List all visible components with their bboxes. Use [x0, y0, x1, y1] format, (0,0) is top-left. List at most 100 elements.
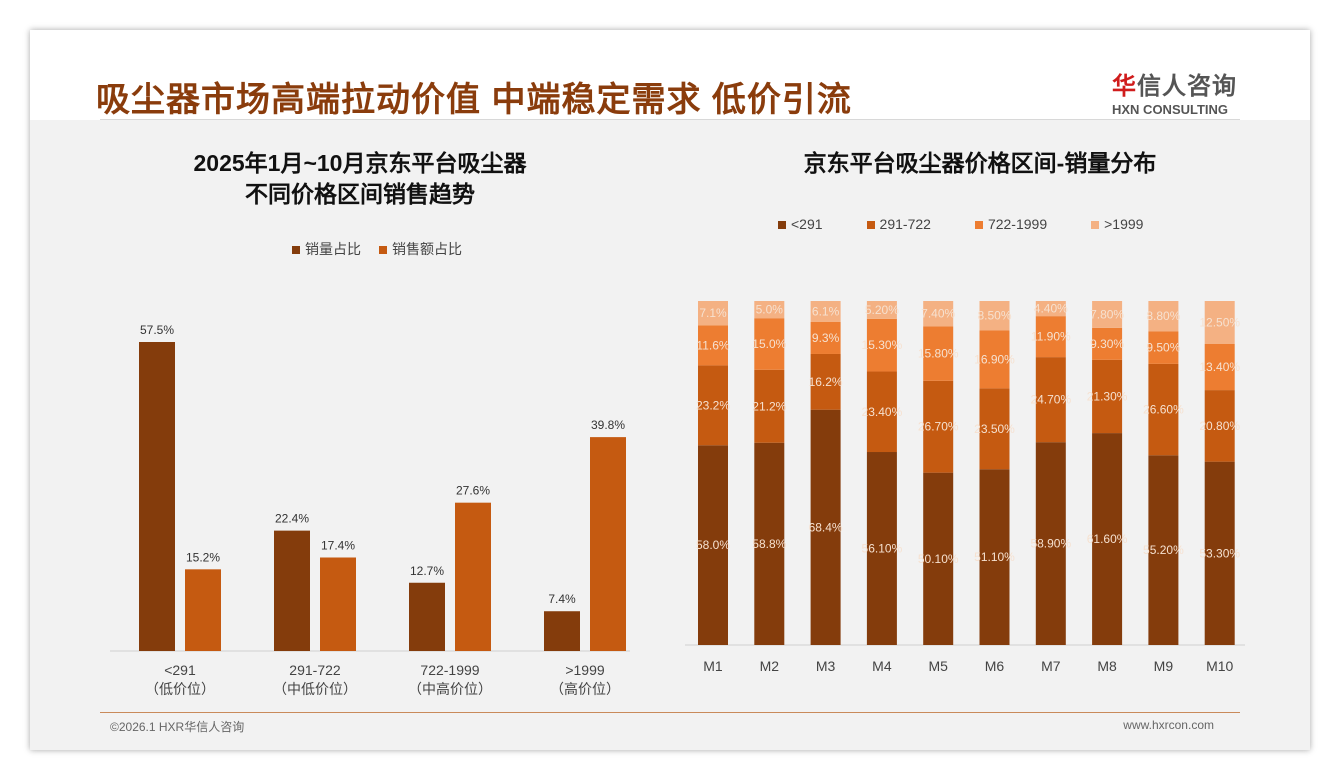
x-tick-label: <291 [164, 662, 196, 678]
data-label: 56.10% [862, 542, 903, 556]
bar-销售额占比 [590, 437, 626, 651]
x-tick-label: 722-1999 [420, 662, 479, 678]
stack-segment-722-1999 [923, 326, 954, 381]
legend-swatch [974, 221, 983, 229]
stack-segment-<291 [810, 409, 841, 645]
left-chart-title: 2025年1月~10月京东平台吸尘器 不同价格区间销售趋势 [140, 148, 580, 210]
stack-segment-722-1999 [698, 325, 728, 366]
right-chart-title: 京东平台吸尘器价格区间-销量分布 [803, 150, 1157, 176]
footer-divider [100, 712, 1240, 713]
data-label: 8.50% [977, 309, 1011, 323]
x-tick-label: M5 [928, 658, 948, 674]
legend-label: 销量占比 [305, 241, 361, 257]
stack-segment->1999 [1204, 301, 1235, 344]
data-label: 15.2% [186, 550, 220, 564]
x-tick-label: M10 [1206, 658, 1233, 674]
slide: 吸尘器市场高端拉动价值 中端稳定需求 低价引流 华信人咨询 HXN CONSUL… [30, 30, 1310, 750]
x-tick-label: M7 [1041, 658, 1061, 674]
data-label: 23.50% [974, 422, 1015, 436]
left-bar-chart: 57.5% 15.2% <291 （低价位） 22.4% 17.4% 291-722 （中低价… [110, 323, 630, 697]
data-label: 23.40% [862, 405, 903, 419]
legend-item: 722-1999 [974, 216, 1048, 232]
data-label: 24.70% [1030, 393, 1071, 407]
data-label: 26.70% [918, 420, 959, 434]
data-label: 23.2% [696, 398, 730, 412]
stack-segment-291-722 [1035, 357, 1066, 443]
stack-segment-291-722 [698, 365, 728, 446]
stack-segment-<291 [979, 469, 1010, 645]
stack-segment-722-1999 [1148, 331, 1179, 364]
data-label: 20.80% [1199, 419, 1240, 433]
stack-segment->1999 [979, 301, 1010, 331]
data-label: 11.90% [1031, 330, 1071, 344]
stack-segment-291-722 [810, 353, 841, 410]
stack-segment-722-1999 [810, 321, 841, 354]
data-label: 7.1% [699, 306, 727, 320]
data-label: 16.2% [809, 375, 843, 389]
x-tick-label: M9 [1154, 658, 1174, 674]
x-tick-label: M4 [872, 658, 892, 674]
data-label: 21.30% [1087, 389, 1128, 403]
data-label: 51.10% [974, 550, 1015, 564]
bar-销量占比 [139, 342, 175, 651]
copyright: ©2026.1 HXR华信人咨询 [110, 720, 245, 734]
x-tick-sublabel: （低价位） [145, 681, 215, 697]
legend-item: 销售额占比 [379, 239, 462, 259]
data-label: 21.2% [752, 399, 786, 413]
bar-销量占比 [274, 530, 310, 651]
stack-segment-291-722 [1204, 390, 1235, 462]
data-label: 68.4% [809, 520, 843, 534]
data-label: 13.40% [1199, 360, 1240, 374]
data-label: 61.60% [1087, 532, 1128, 546]
left-chart-legend: 销量占比 销售额占比 [292, 239, 462, 259]
stack-segment-291-722 [866, 371, 897, 453]
bar-销售额占比 [320, 557, 356, 651]
logo-text: 信人咨询 [1137, 73, 1237, 100]
data-label: 58.0% [696, 538, 730, 552]
data-label: 6.1% [812, 304, 840, 318]
legend-item: >1999 [1091, 216, 1143, 232]
legend-label: 291-722 [879, 216, 931, 232]
x-tick-label: M8 [1097, 658, 1117, 674]
data-label: 15.30% [862, 338, 903, 352]
x-tick-label: 291-722 [289, 662, 341, 678]
x-tick-label: >1999 [565, 662, 605, 678]
website: www.hxrcon.com [1123, 718, 1214, 732]
bar-销售额占比 [185, 569, 221, 651]
data-label: 53.30% [1199, 546, 1240, 560]
bar-销量占比 [544, 611, 580, 651]
data-label: 58.8% [752, 537, 786, 551]
data-label: 11.6% [696, 338, 729, 352]
stack-segment->1999 [1035, 301, 1066, 317]
stack-segment-722-1999 [866, 318, 897, 372]
stack-segment-722-1999 [979, 330, 1010, 389]
stack-segment-<291 [866, 452, 897, 645]
stack-segment-291-722 [754, 369, 785, 443]
data-label: 7.40% [921, 307, 955, 321]
left-chart-title-line1: 2025年1月~10月京东平台吸尘器 [193, 150, 527, 176]
data-label: 58.90% [1030, 537, 1071, 551]
stack-segment-291-722 [1148, 363, 1179, 456]
stack-segment->1999 [923, 301, 954, 327]
x-tick-sublabel: （高价位） [550, 681, 620, 697]
x-tick-label: M6 [985, 658, 1005, 674]
stack-segment-291-722 [979, 388, 1010, 470]
stack-segment-291-722 [923, 380, 954, 473]
x-tick-label: M2 [760, 658, 780, 674]
data-label: 15.80% [918, 347, 959, 361]
data-label: 12.7% [410, 564, 444, 578]
stack-segment-<291 [1035, 442, 1066, 645]
data-label: 50.10% [918, 552, 959, 566]
x-tick-sublabel: （中低价位） [273, 681, 357, 697]
legend-item: 销量占比 [292, 239, 361, 259]
stack-segment-722-1999 [1204, 344, 1235, 391]
legend-swatch [866, 221, 875, 229]
legend-item: <291 [778, 216, 823, 232]
legend-swatch [292, 246, 300, 254]
right-chart-legend: <291 291-722 722-1999 >1999 [778, 216, 1143, 232]
legend-label: 722-1999 [987, 216, 1048, 232]
data-label: 16.90% [974, 352, 1015, 366]
stack-segment-<291 [923, 472, 954, 645]
x-tick-sublabel: （中高价位） [408, 681, 492, 697]
legend-item: 291-722 [866, 216, 931, 232]
